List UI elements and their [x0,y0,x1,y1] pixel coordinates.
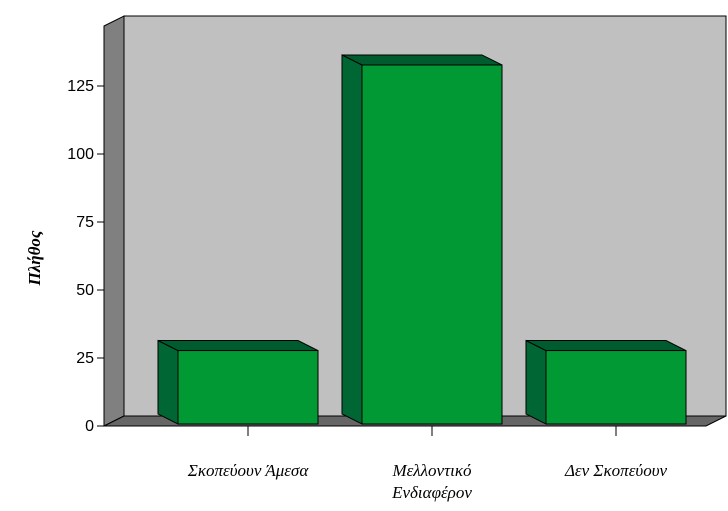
x-category-label: Μελλοντικό Ενδιαφέρον [391,461,472,502]
x-category-label: Δεν Σκοπεύουν [564,461,668,480]
bar-3 [525,339,687,425]
bar-side [341,54,363,425]
bar-top [157,340,319,352]
y-tick-label: 100 [67,146,94,163]
y-tick-label: 50 [76,282,94,299]
x-category-label-line: Ενδιαφέρον [391,483,472,502]
bar-front [545,350,687,425]
y-tick-label: 125 [67,78,94,95]
x-category-label-line: Μελλοντικό [391,461,471,480]
bar-top [341,54,503,66]
x-category-label: Σκοπεύουν Άμεσα [187,461,310,480]
y-tick-label: 25 [76,350,94,367]
bar-front [177,350,319,425]
bar-side [525,339,547,425]
plot-side-wall [103,15,125,427]
y-tick-label: 0 [85,418,94,435]
bar-1 [157,339,319,425]
bar-top [525,340,687,352]
x-category-label-line: Δεν Σκοπεύουν [564,461,668,480]
bar-side [157,339,179,425]
y-axis-title: Πλήθος [25,230,44,286]
bar-2 [341,54,503,425]
x-category-label-line: Σκοπεύουν Άμεσα [187,461,310,480]
bar-front [361,64,503,425]
y-tick-label: 75 [76,214,94,231]
